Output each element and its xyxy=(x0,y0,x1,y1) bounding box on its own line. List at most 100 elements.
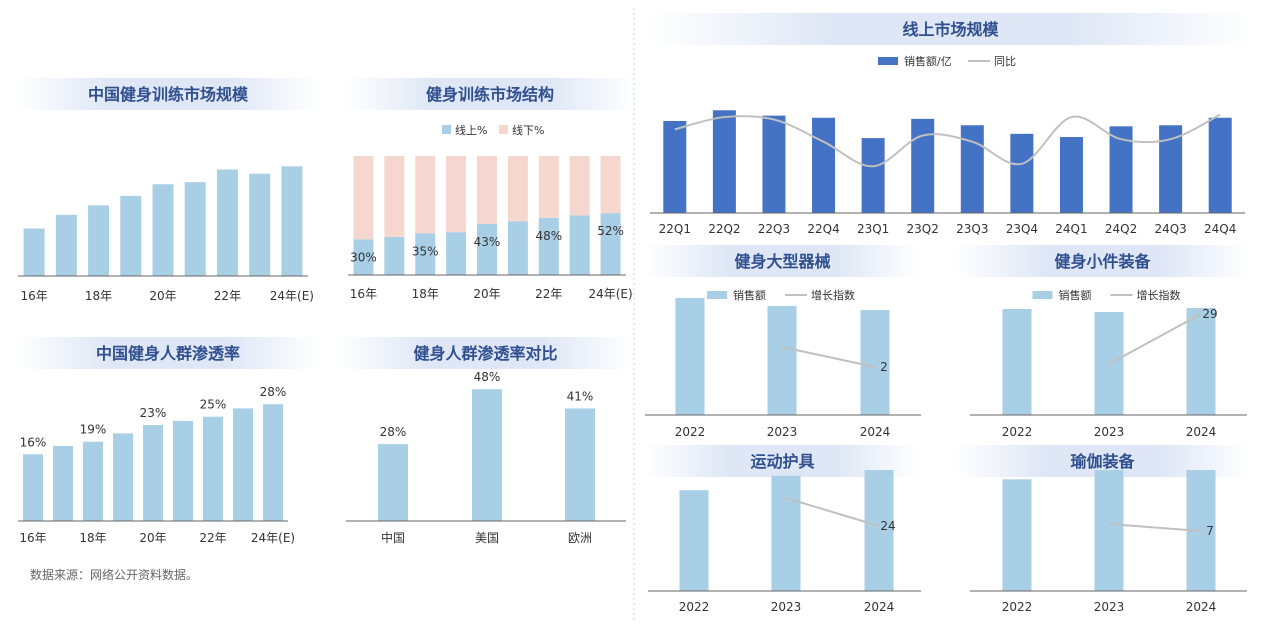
penetration_compare-data-label: 48% xyxy=(474,370,501,384)
online_market-tick-label: 24Q4 xyxy=(1204,222,1236,236)
large_equipment-index-line xyxy=(781,346,876,368)
online-market-bar xyxy=(812,117,836,213)
source-note: 数据来源：网络公开资料数据。 xyxy=(30,567,198,582)
market_size-bar xyxy=(216,169,238,276)
penetration-tick-label: 16年 xyxy=(19,531,46,545)
market-structure-online-legend-swatch xyxy=(442,125,451,134)
online-market-bar xyxy=(663,120,687,213)
online-market-sales-legend-swatch xyxy=(878,57,898,65)
small_equipment-title-banner xyxy=(955,245,1250,277)
online-market-bar xyxy=(960,125,984,213)
penetration-data-label: 19% xyxy=(80,423,107,437)
market_structure-tick-label: 24年(E) xyxy=(588,287,632,301)
yoga_equipment-line-label: 7 xyxy=(1206,524,1214,538)
penetration-tick-label: 24年(E) xyxy=(251,531,295,545)
market_structure-title: 健身训练市场结构 xyxy=(426,85,554,104)
penetration_compare-data-label: 41% xyxy=(567,389,594,403)
market-structure-data-label: 52% xyxy=(597,224,624,238)
large_equipment-tick-label: 2022 xyxy=(675,425,706,439)
penetration_compare-tick-label: 美国 xyxy=(475,531,499,545)
penetration-bar xyxy=(233,408,253,521)
market_size-bar xyxy=(249,173,271,276)
penetration-bar xyxy=(113,433,133,521)
large_equipment-index-legend-label: 增长指数 xyxy=(811,288,855,302)
large_equipment-sales-legend-swatch xyxy=(707,291,727,299)
large_equipment-sales-legend-label: 销售额 xyxy=(733,288,766,302)
online-market-sales-legend-label: 销售额/亿 xyxy=(904,54,952,68)
sports_protection-bar xyxy=(864,470,894,591)
online-market-bar xyxy=(1059,137,1083,213)
large_equipment-tick-label: 2024 xyxy=(860,425,891,439)
market-structure-online-legend-label: 线上% xyxy=(455,123,487,137)
online_market-tick-label: 23Q3 xyxy=(956,222,988,236)
online-market-bar xyxy=(712,110,736,213)
small_equipment-sales-legend-swatch xyxy=(1032,291,1053,299)
online_market-tick-label: 22Q2 xyxy=(708,222,740,236)
penetration_compare-tick-label: 欧洲 xyxy=(568,531,592,545)
online_market-tick-label: 24Q2 xyxy=(1105,222,1137,236)
penetration-title: 中国健身人群渗透率 xyxy=(96,344,240,363)
market-structure-data-label: 48% xyxy=(535,229,562,243)
market-structure-online-bar xyxy=(477,223,497,275)
online-market-bar xyxy=(911,118,935,213)
sports_protection-tick-label: 2023 xyxy=(771,600,802,614)
penetration-tick-label: 20年 xyxy=(139,531,166,545)
penetration_compare-bar xyxy=(378,444,408,521)
online_market-tick-label: 23Q4 xyxy=(1006,222,1038,236)
yoga_equipment-tick-label: 2023 xyxy=(1094,600,1125,614)
penetration_compare-title: 健身人群渗透率对比 xyxy=(413,344,557,363)
online-market-bar xyxy=(1208,117,1232,213)
market_size-bar xyxy=(55,214,77,276)
market_size-bar xyxy=(23,228,45,276)
market-structure-data-label: 30% xyxy=(350,250,377,264)
penetration_compare-data-label: 28% xyxy=(380,425,407,439)
market_size-bar xyxy=(184,182,206,276)
penetration_compare-bar xyxy=(472,389,502,521)
market-structure-offline-bar xyxy=(446,156,467,233)
yoga_equipment-tick-label: 2024 xyxy=(1186,600,1217,614)
online-market-bar xyxy=(1010,133,1034,213)
small_equipment-index-line xyxy=(1108,313,1202,365)
large_equipment-tick-label: 2023 xyxy=(767,425,798,439)
online_market-tick-label: 22Q4 xyxy=(807,222,839,236)
yoga_equipment-title: 瑜伽装备 xyxy=(1070,452,1135,471)
market-structure-online-bar xyxy=(569,215,590,275)
online_market-tick-label: 22Q3 xyxy=(758,222,790,236)
market-structure-offline-bar xyxy=(415,156,436,234)
market_size-tick-label: 20年 xyxy=(149,289,176,303)
online-market-yoy-line xyxy=(674,113,1221,168)
market_size-tick-label: 22年 xyxy=(214,289,241,303)
sports_protection-tick-label: 2022 xyxy=(679,600,710,614)
small_equipment-bar xyxy=(1186,308,1216,415)
penetration-title-banner xyxy=(18,337,318,369)
penetration-bar xyxy=(263,404,283,521)
market_structure-tick-label: 20年 xyxy=(473,287,500,301)
large_equipment-bar xyxy=(767,305,797,415)
market_structure-tick-label: 22年 xyxy=(535,287,562,301)
market_size-tick-label: 18年 xyxy=(85,289,112,303)
online_market-tick-label: 24Q1 xyxy=(1055,222,1087,236)
market-structure-offline-bar xyxy=(477,156,497,224)
market-structure-offline-bar xyxy=(384,156,405,237)
online-market-yoy-legend-label: 同比 xyxy=(994,55,1016,68)
penetration-tick-label: 22年 xyxy=(199,531,226,545)
small_equipment-index-legend-label: 增长指数 xyxy=(1137,288,1181,302)
penetration-data-label: 23% xyxy=(140,406,167,420)
sports_protection-line-label: 24 xyxy=(880,519,895,533)
penetration-bar xyxy=(173,420,193,521)
online-market-bar xyxy=(1159,125,1183,213)
market-structure-online-bar xyxy=(507,221,528,275)
penetration-data-label: 16% xyxy=(20,435,47,449)
small_equipment-line-label: 29 xyxy=(1202,307,1217,321)
penetration-bar xyxy=(143,425,163,521)
market-structure-offline-legend-label: 线下% xyxy=(512,123,544,137)
market-structure-online-bar xyxy=(600,213,621,275)
market-structure-online-bar xyxy=(353,239,374,275)
small_equipment-tick-label: 2024 xyxy=(1186,425,1217,439)
online_market-tick-label: 23Q1 xyxy=(857,222,889,236)
sports_protection-index-line xyxy=(785,497,880,527)
small_equipment-title: 健身小件装备 xyxy=(1054,252,1151,271)
online-market-bar xyxy=(861,138,885,213)
penetration-bar xyxy=(203,416,223,521)
